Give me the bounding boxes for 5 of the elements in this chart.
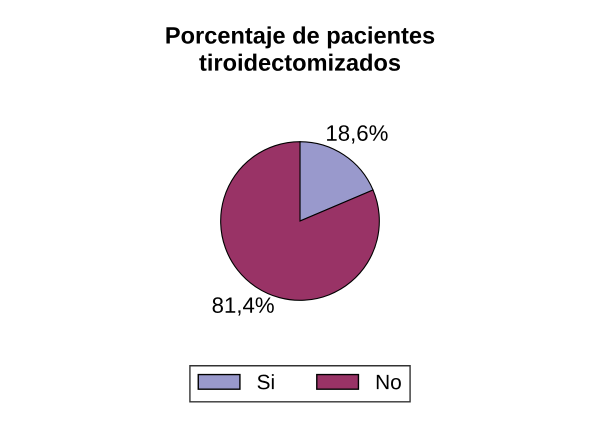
- data-label: 18,6%: [327, 125, 388, 144]
- legend-label: No: [376, 374, 401, 390]
- data-label: 81,4%: [212, 297, 274, 316]
- legend-label: Si: [258, 374, 274, 390]
- chart-title: Porcentaje de pacientes tiroidectomizados: [166, 26, 434, 71]
